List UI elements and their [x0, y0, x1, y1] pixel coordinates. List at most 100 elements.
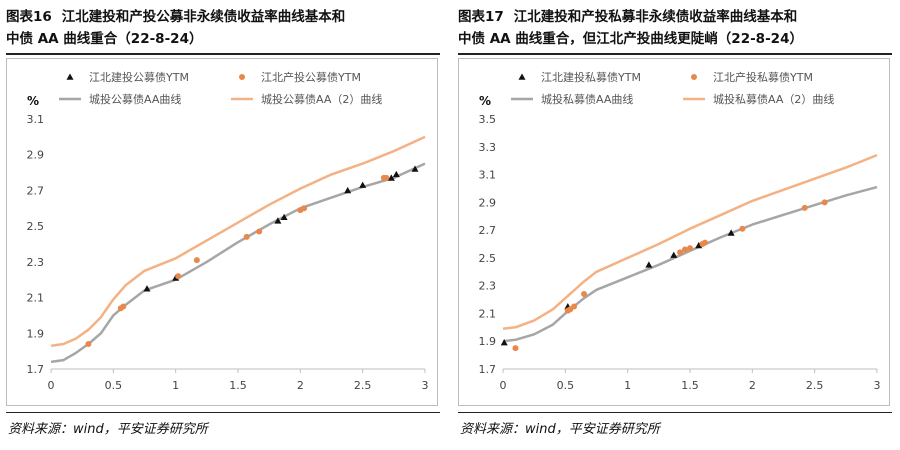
legend-swatch: [691, 74, 697, 80]
legend: 江北建投公募债YTM 江北产投公募债YTM 城投公募债AA曲线 城投公募债AA（2）曲…: [59, 70, 382, 106]
scatter-point: [670, 251, 678, 258]
y-tick-label: 1.7: [479, 363, 497, 376]
scatter-point: [301, 205, 308, 212]
y-tick-label: 3.5: [479, 113, 497, 126]
figure-panel-16: 图表16 江北建投和产投公募非永续债收益率曲线基本和 中债 AA 曲线重合（22-…: [6, 0, 446, 450]
x-tick-label: 2.5: [806, 379, 824, 392]
chart-container: 江北建投公募债YTM 江北产投公募债YTM 城投公募债AA曲线 城投公募债AA（2）曲…: [6, 58, 438, 406]
series-line: [50, 135, 426, 348]
scatter-point: [727, 229, 735, 236]
title-rule: [458, 53, 892, 55]
x-tick-label: 1: [624, 379, 631, 392]
x-tick-label: 0: [48, 379, 55, 392]
y-tick-label: 2.9: [27, 149, 45, 162]
x-tick-label: 1: [172, 379, 179, 392]
scatter-point: [500, 339, 508, 346]
scatter-point: [175, 273, 182, 280]
legend-swatch: [66, 73, 74, 80]
y-axis-label: %: [479, 94, 491, 108]
figure-title: 图表17 江北建投和产投私募非永续债收益率曲线基本和 中债 AA 曲线重合，但江北…: [458, 6, 892, 50]
legend-swatch: [239, 74, 245, 80]
x-tick-label: 2: [749, 379, 756, 392]
legend-label: 城投公募债AA曲线: [89, 92, 181, 106]
legend: 江北建投私募债YTM 江北产投私募债YTM 城投私募债AA曲线 城投私募债AA（2）曲…: [511, 70, 834, 106]
scatter-point: [383, 174, 390, 181]
y-tick-label: 2.1: [479, 307, 497, 320]
scatter-point: [193, 257, 200, 264]
figure-title-line1: 图表17 江北建投和产投私募非永续债收益率曲线基本和: [458, 6, 892, 28]
legend-label: 江北产投公募债YTM: [261, 70, 361, 84]
figure-number: 图表17: [458, 9, 504, 25]
legend-item: 城投公募债AA曲线: [59, 92, 181, 106]
legend-item: 江北产投公募债YTM: [239, 70, 361, 84]
source-rule: [458, 412, 892, 413]
x-tick-label: 3: [422, 379, 429, 392]
y-tick-label: 2.3: [27, 256, 45, 269]
legend-label: 江北建投公募债YTM: [89, 70, 189, 84]
legend-label: 城投公募债AA（2）曲线: [261, 92, 382, 106]
source-note: 资料来源：wind，平安证券研究所: [8, 422, 208, 437]
scatter-point: [695, 241, 703, 249]
x-tick-label: 2.5: [354, 379, 372, 392]
y-tick-label: 2.5: [479, 252, 497, 265]
legend-item: 江北建投公募债YTM: [66, 70, 189, 84]
scatter-point: [512, 345, 519, 352]
y-axis-label: %: [27, 94, 39, 108]
scatter-point: [85, 341, 92, 347]
figure-title: 图表16 江北建投和产投公募非永续债收益率曲线基本和 中债 AA 曲线重合（22-…: [6, 6, 440, 50]
source-note: 资料来源：wind，平安证券研究所: [460, 422, 660, 437]
scatter-point: [571, 303, 578, 310]
scatter-point: [701, 239, 708, 246]
figure-number: 图表16: [6, 9, 52, 25]
scatter-point: [645, 261, 653, 268]
x-tick-label: 0: [500, 379, 507, 392]
chart-public-bonds: 江北建投公募债YTM 江北产投公募债YTM 城投公募债AA曲线 城投公募债AA（2）曲…: [27, 70, 429, 392]
legend-label: 城投私募债AA（2）曲线: [713, 92, 834, 106]
figure-title-line2: 中债 AA 曲线重合，但江北产投曲线更陡峭（22-8-24）: [458, 31, 803, 47]
series-line: [502, 185, 878, 343]
scatter-point: [359, 181, 367, 188]
y-tick-label: 2.9: [479, 196, 497, 209]
scatter-point: [344, 186, 352, 194]
scatter-point: [682, 246, 689, 253]
y-tick-label: 2.1: [27, 292, 45, 305]
legend-item: 城投私募债AA（2）曲线: [683, 92, 834, 106]
title-text-1: 江北建投和产投公募非永续债收益率曲线基本和: [61, 9, 346, 25]
scatter-point: [143, 285, 151, 292]
y-tick-label: 1.9: [27, 327, 45, 340]
source-rule: [6, 412, 440, 413]
y-tick-label: 3.3: [479, 141, 497, 154]
scatter-point: [120, 303, 127, 310]
scatter-point: [256, 228, 263, 235]
y-tick-label: 2.3: [479, 280, 497, 293]
legend-label: 城投私募债AA曲线: [541, 92, 633, 106]
legend-swatch: [518, 73, 526, 80]
series-line: [502, 153, 878, 330]
scatter-point: [677, 249, 684, 256]
scatter-point: [243, 233, 250, 240]
scatter-point: [821, 199, 828, 206]
legend-item: 江北建投私募债YTM: [518, 70, 641, 84]
x-tick-label: 1.5: [229, 379, 247, 392]
scatter-point: [392, 170, 400, 178]
y-tick-label: 1.7: [27, 363, 45, 376]
scatter-point: [687, 245, 693, 252]
legend-item: 江北产投私募债YTM: [691, 70, 813, 84]
legend-label: 江北建投私募债YTM: [541, 70, 641, 84]
y-tick-label: 2.7: [479, 224, 497, 237]
chart-private-bonds: 江北建投私募债YTM 江北产投私募债YTM 城投私募债AA曲线 城投私募债AA（2）曲…: [479, 70, 881, 392]
figure-title-line1: 图表16 江北建投和产投公募非永续债收益率曲线基本和: [6, 6, 440, 28]
scatter-point: [581, 291, 588, 297]
y-tick-label: 3.1: [27, 113, 45, 126]
x-tick-label: 2: [297, 379, 304, 392]
scatter-point: [801, 204, 808, 211]
title-text-1: 江北建投和产投私募非永续债收益率曲线基本和: [513, 9, 798, 25]
y-tick-label: 2.7: [27, 184, 45, 197]
title-rule: [6, 53, 440, 55]
y-tick-label: 1.9: [479, 335, 497, 348]
legend-item: 城投私募债AA曲线: [511, 92, 633, 106]
legend-item: 城投公募债AA（2）曲线: [231, 92, 382, 106]
series-line: [50, 162, 426, 364]
y-tick-label: 3.1: [479, 169, 497, 182]
scatter-point: [280, 213, 288, 221]
